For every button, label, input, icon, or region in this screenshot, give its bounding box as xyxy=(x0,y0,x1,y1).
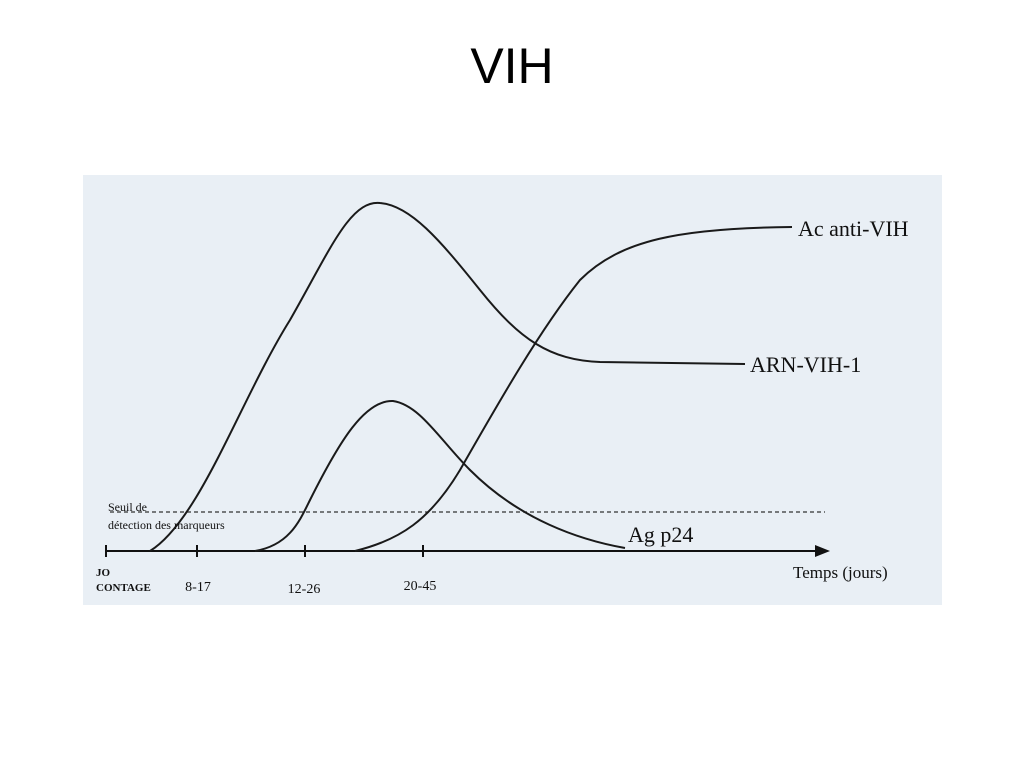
tick-label: 20-45 xyxy=(404,579,437,594)
curve-label: Ag p24 xyxy=(628,522,693,547)
p24-curve xyxy=(254,399,626,552)
ac-curve xyxy=(354,226,793,552)
origin-label: JO xyxy=(96,567,111,579)
curve-label: Ac anti-VIH xyxy=(798,216,909,241)
threshold-label: détection des marqueurs xyxy=(108,518,225,532)
threshold-label: Seuil de xyxy=(108,500,147,514)
diagram-panel xyxy=(83,175,942,605)
slide-title: VIH xyxy=(470,38,553,94)
origin-label: CONTAGE xyxy=(96,582,151,594)
tick-label: 8-17 xyxy=(185,580,211,595)
arn-curve xyxy=(149,201,746,552)
tick-label: 12-26 xyxy=(288,582,321,597)
curve-label: ARN-VIH-1 xyxy=(750,352,861,377)
axis-arrow xyxy=(815,545,830,557)
axis-label: Temps (jours) xyxy=(793,563,888,582)
